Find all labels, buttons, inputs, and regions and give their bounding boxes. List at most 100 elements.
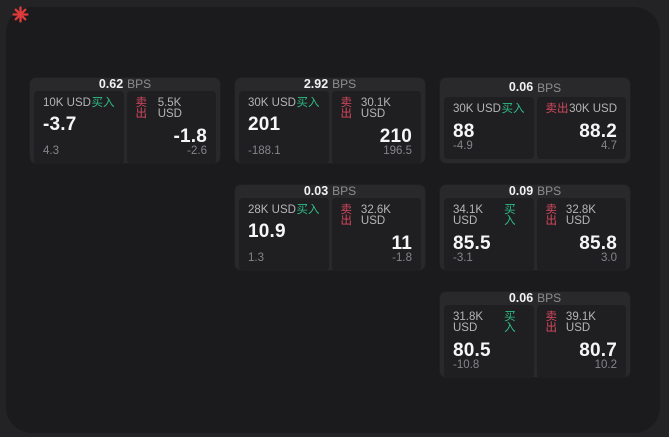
quote-card-4: 0.03 BPS 28K USD 买入 10.9 1.3 卖出 32.6K US… [235,185,425,271]
buy-panel[interactable]: 10K USD 买入 -3.7 4.3 [34,90,124,164]
spread-value: 0.06 [508,80,534,95]
buy-label: 买入 [296,203,320,216]
sell-price: 80.7 [579,339,617,361]
spread-unit: BPS [332,184,357,199]
spread-header: 0.62 BPS [34,78,216,91]
buy-delta: 1.3 [248,251,264,264]
sell-amount: 30.1K USD [360,96,391,120]
sell-amount: 32.6K USD [360,203,391,227]
buy-amount: 30K USD [248,96,296,109]
spread-unit: BPS [537,291,562,306]
sell-amount: 39.1K USD [565,310,596,334]
buy-price: 80.5 [453,339,491,361]
panel-top-row: 卖出 32.6K USD [340,203,413,228]
sell-panel[interactable]: 卖出 30K USD 88.2 4.7 [536,97,626,159]
panel-top-row: 34.1K USD 买入 [453,203,525,228]
buy-price: -3.7 [43,114,77,135]
sell-price: 85.8 [579,232,617,254]
buy-panel[interactable]: 30K USD 买入 88 -4.9 [444,97,534,159]
quote-panels: 10K USD 买入 -3.7 4.3 卖出 5.5K USD -1.8 -2.… [34,90,216,164]
sell-panel[interactable]: 卖出 5.5K USD -1.8 -2.6 [126,90,216,164]
buy-panel[interactable]: 28K USD 买入 10.9 1.3 [239,197,329,271]
sell-delta: -1.8 [392,251,412,264]
quote-card-5: 0.09 BPS 34.1K USD 买入 85.5 -3.1 卖出 32.8K… [440,185,630,271]
quotes-grid: 0.62 BPS 10K USD 买入 -3.7 4.3 卖出 5.5K USD… [30,78,630,378]
buy-label: 买入 [501,103,525,115]
spread-header: 0.06 BPS [444,78,626,97]
sell-delta: 4.7 [601,139,617,152]
panel-top-row: 卖出 39.1K USD [546,310,618,335]
buy-label: 买入 [504,203,516,227]
spread-unit: BPS [537,184,562,199]
buy-delta: 4.3 [43,144,59,157]
panel-top-row: 卖出 5.5K USD [135,96,208,121]
buy-amount: 30K USD [453,103,501,115]
buy-label: 买入 [296,96,320,109]
buy-panel[interactable]: 34.1K USD 买入 85.5 -3.1 [444,197,534,271]
sell-price: 11 [391,232,412,254]
sell-panel[interactable]: 卖出 39.1K USD 80.7 10.2 [536,304,626,378]
quote-card-6: 0.06 BPS 31.8K USD 买入 80.5 -10.8 卖出 39.1… [440,292,630,378]
panel-top-row: 10K USD 买入 [43,96,115,110]
spread-unit: BPS [332,77,357,92]
spread-value: 0.06 [508,291,534,305]
panel-top-row: 卖出 30K USD [545,103,618,116]
spread-value: 0.09 [508,184,534,198]
buy-price: 201 [248,114,281,135]
sell-delta: 3.0 [601,251,617,264]
buy-price: 85.5 [453,232,491,254]
buy-panel[interactable]: 31.8K USD 买入 80.5 -10.8 [444,304,534,378]
buy-label: 买入 [91,96,115,109]
sell-delta: 196.5 [383,144,412,157]
spread-value: 0.62 [98,77,124,91]
buy-amount: 31.8K USD [453,310,484,334]
sell-price: 88.2 [579,120,617,142]
panel-top-row: 卖出 30.1K USD [340,96,413,121]
panel-top-row: 31.8K USD 买入 [453,310,525,335]
quote-card-3: 0.06 BPS 30K USD 买入 88 -4.9 卖出 30K USD 8… [440,78,630,163]
buy-amount: 28K USD [248,203,296,216]
spread-value: 2.92 [303,77,329,91]
quote-panels: 28K USD 买入 10.9 1.3 卖出 32.6K USD 11 -1.8 [239,197,421,271]
spread-unit: BPS [537,80,562,95]
quote-panels: 30K USD 买入 88 -4.9 卖出 30K USD 88.2 4.7 [444,97,626,159]
spread-unit: BPS [127,77,152,92]
spread-header: 0.09 BPS [444,185,626,198]
sell-price: -1.8 [173,125,207,147]
quote-panels: 31.8K USD 买入 80.5 -10.8 卖出 39.1K USD 80.… [444,304,626,378]
buy-delta: -3.1 [453,251,473,264]
buy-label: 买入 [504,310,516,334]
sell-amount: 32.8K USD [565,203,596,227]
buy-delta: -188.1 [248,144,281,157]
spread-header: 0.06 BPS [444,292,626,305]
quote-panels: 34.1K USD 买入 85.5 -3.1 卖出 32.8K USD 85.8… [444,197,626,271]
panel-top-row: 卖出 32.8K USD [545,203,618,228]
red-asterisk-icon [12,6,29,23]
sell-amount: 5.5K USD [157,96,182,120]
quote-panels: 30K USD 买入 201 -188.1 卖出 30.1K USD 210 1… [239,90,421,164]
sell-label: 卖出 [135,96,148,120]
buy-panel[interactable]: 30K USD 买入 201 -188.1 [239,90,329,164]
sell-label: 卖出 [545,203,558,227]
sell-delta: 10.2 [594,358,617,371]
buy-price: 10.9 [248,221,286,242]
buy-amount: 10K USD [43,96,91,109]
sell-label: 卖出 [545,103,569,115]
sell-panel[interactable]: 卖出 32.8K USD 85.8 3.0 [536,197,626,271]
panel-top-row: 28K USD 买入 [248,203,320,217]
spread-value: 0.03 [303,184,329,198]
sell-panel[interactable]: 卖出 32.6K USD 11 -1.8 [331,197,421,271]
buy-delta: -10.8 [453,358,480,371]
buy-amount: 34.1K USD [453,203,484,227]
sell-panel[interactable]: 卖出 30.1K USD 210 196.5 [331,90,421,164]
buy-delta: -4.9 [453,139,473,152]
sell-label: 卖出 [340,96,353,120]
quote-card-2: 2.92 BPS 30K USD 买入 201 -188.1 卖出 30.1K … [235,78,425,164]
sell-label: 卖出 [340,203,353,227]
spread-header: 0.03 BPS [239,185,421,198]
panel-top-row: 30K USD 买入 [453,103,525,116]
sell-price: 210 [379,125,412,147]
spread-header: 2.92 BPS [239,78,421,91]
sell-amount: 30K USD [569,103,617,115]
panel-top-row: 30K USD 买入 [248,96,320,110]
